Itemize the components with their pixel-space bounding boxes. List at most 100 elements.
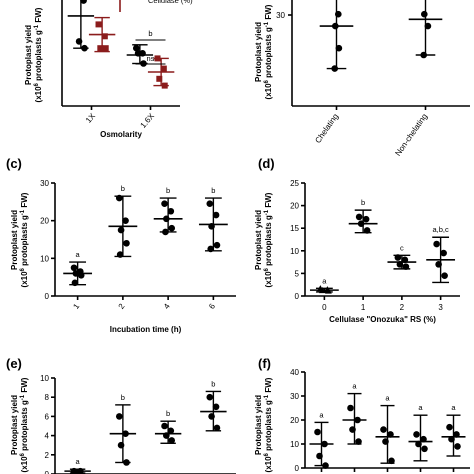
y-axis-label: Protoplast yield(x106 protoplasts g-1 FW…: [254, 192, 273, 287]
y-axis-label: Protoplast yield(x106 protoplasts g-1 FW…: [254, 4, 273, 99]
significance-letter: b: [148, 29, 152, 38]
data-point: [77, 467, 84, 474]
y-tick-label: 20: [290, 202, 299, 211]
y-axis-label-line2: (x106 protoplasts g-1 FW): [20, 192, 29, 287]
y-axis-label: Protoplast yield(x106 protoplasts g-1 FW…: [24, 7, 43, 102]
data-point: [314, 428, 321, 436]
x-tick-label: 2: [400, 303, 405, 312]
significance-letter: a: [322, 276, 327, 285]
data-point: [75, 38, 83, 45]
data-point: [335, 10, 342, 18]
y-axis-label-part: 6: [264, 452, 270, 456]
y-axis-label-part: FW): [264, 377, 273, 395]
data-point: [446, 423, 453, 431]
data-point: [134, 50, 142, 57]
data-point: [433, 240, 440, 248]
data-point: [415, 440, 422, 448]
y-axis-label-part: FW): [264, 4, 273, 22]
data-point: [421, 10, 428, 18]
y-axis-label-line2: (x106 protoplasts g-1 FW): [264, 4, 273, 99]
x-tick-label: Non-chelating: [393, 112, 429, 158]
data-point: [363, 227, 371, 234]
significance-letter: a: [76, 457, 81, 466]
data-point: [117, 226, 125, 234]
data-point: [396, 261, 404, 268]
data-point: [394, 254, 402, 261]
x-tick-label: 6: [207, 302, 217, 311]
y-axis-label-part: 6: [264, 267, 270, 271]
data-point: [117, 441, 125, 449]
data-point: [213, 241, 221, 249]
x-tick-label: 4: [162, 302, 172, 311]
data-point: [167, 427, 175, 435]
y-axis-label-part: -1: [264, 21, 270, 27]
data-point: [116, 251, 124, 258]
panel-f: 0 10 20 30 40 a a a a a: [290, 368, 470, 473]
data-point: [77, 271, 85, 279]
data-point: [123, 459, 130, 466]
x-tick-label: 1: [361, 303, 366, 312]
data-point: [212, 211, 220, 219]
y-axis-label-part: 6: [20, 267, 26, 271]
data-point: [208, 223, 215, 230]
data-point: [163, 432, 170, 439]
panel-e: 0 2 4 6 8 10 a b b b: [40, 374, 236, 474]
data-point: [123, 239, 130, 247]
y-axis-label-part: protoplasts g: [20, 215, 29, 268]
data-point: [435, 261, 442, 268]
data-point: [362, 215, 370, 223]
data-point: [347, 404, 354, 412]
y-axis-label-part: protoplasts g: [20, 400, 29, 453]
data-point: [382, 438, 389, 445]
y-axis-label-part: (x10: [34, 86, 43, 103]
y-axis-label-part: 6: [20, 452, 26, 456]
x-tick-label: 1: [71, 302, 81, 311]
data-point: [70, 264, 78, 272]
y-axis-label-part: FW): [20, 192, 29, 210]
y-axis-label-part: -1: [20, 394, 26, 400]
significance-letter: b: [166, 409, 170, 418]
significance-letter: a: [352, 382, 357, 391]
data-point: [441, 272, 448, 279]
y-tick-label: 40: [290, 368, 299, 377]
data-point: [440, 249, 447, 257]
data-point: [206, 200, 214, 208]
data-point: [80, 0, 87, 4]
data-point: [387, 431, 394, 438]
data-point: [321, 440, 328, 448]
data-point: [115, 413, 123, 420]
y-axis-label-part: 6: [34, 82, 40, 86]
significance-letter: ns: [147, 54, 155, 63]
y-tick-label: 2: [45, 451, 50, 460]
significance-letter: b: [211, 379, 215, 388]
data-point: [115, 194, 123, 202]
y-axis-label: Protoplast yield(x106 protoplasts g-1 FW…: [254, 377, 273, 472]
data-point: [95, 21, 102, 28]
y-tick-label: 10: [40, 374, 49, 383]
panel-label: (d): [258, 156, 275, 171]
data-point: [70, 467, 78, 474]
data-point: [349, 426, 356, 433]
data-point: [156, 75, 163, 82]
x-axis-label: Cellulase "Onozuka" RS (%): [329, 315, 436, 324]
data-point: [97, 45, 104, 52]
y-tick-label: 10: [40, 254, 49, 263]
y-axis-label-line2: (x106 protoplasts g-1 FW): [264, 192, 273, 287]
data-point: [167, 207, 175, 215]
data-point: [354, 416, 361, 424]
significance-letter: b: [166, 186, 170, 195]
y-axis-label-line1: Protoplast yield: [254, 395, 263, 455]
y-axis-label-part: (x10: [20, 271, 29, 288]
data-point: [154, 55, 161, 62]
y-tick-label: 0: [295, 464, 300, 473]
y-tick-label: 30: [290, 392, 299, 401]
data-point: [122, 217, 129, 224]
y-axis-label-part: -1: [264, 394, 270, 400]
y-axis-label-part: -1: [264, 209, 270, 215]
x-tick-label: 1.6X: [139, 111, 157, 130]
y-axis-label-line2: (x106 protoplasts g-1 FW): [20, 377, 29, 472]
significance-letter: a: [451, 403, 456, 412]
significance-letter: a: [385, 394, 390, 403]
data-point: [160, 65, 167, 72]
